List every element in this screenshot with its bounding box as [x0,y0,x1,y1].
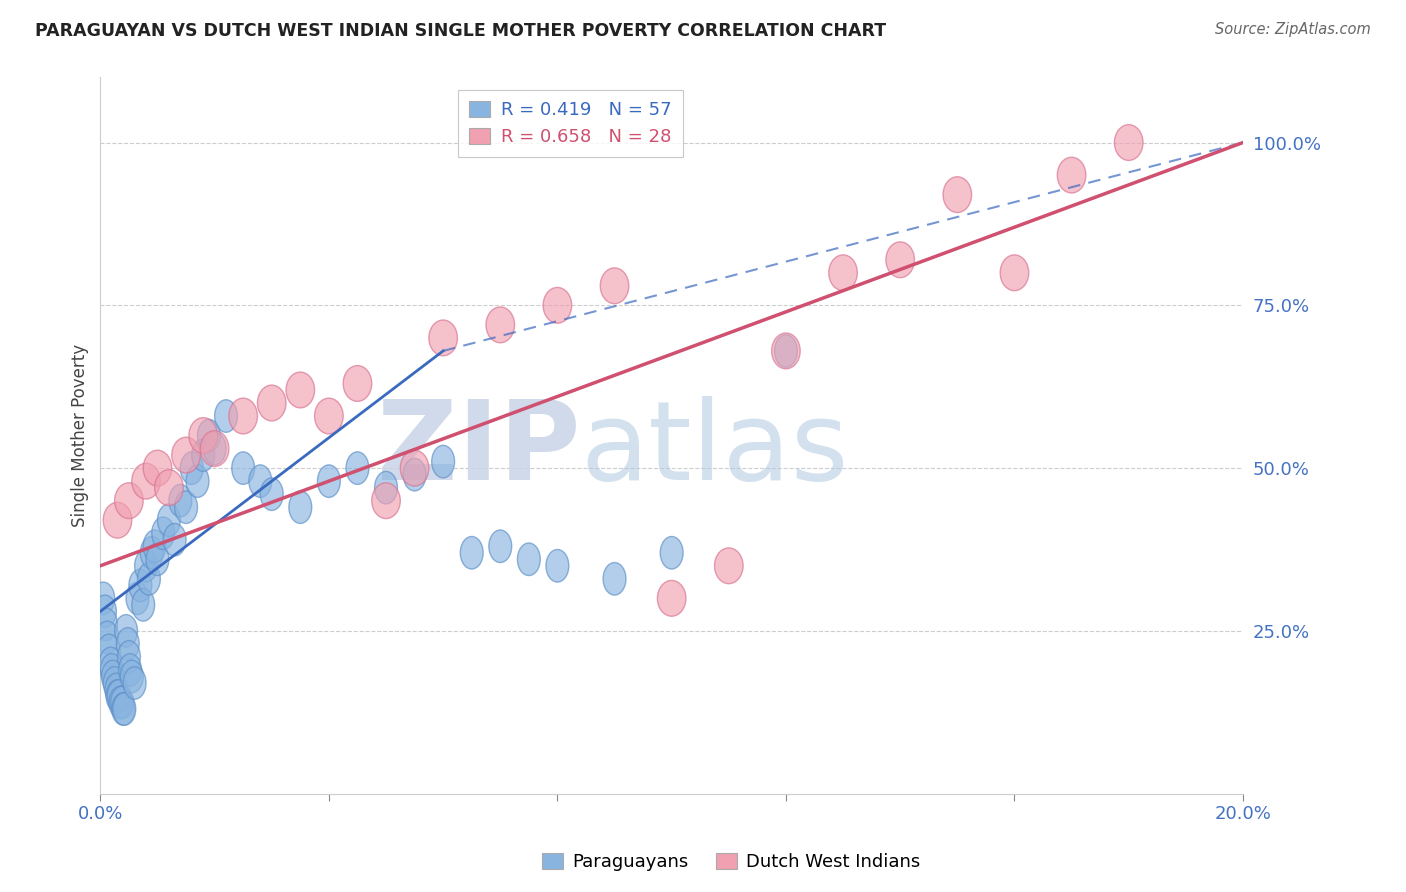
Ellipse shape [97,634,121,666]
Text: PARAGUAYAN VS DUTCH WEST INDIAN SINGLE MOTHER POVERTY CORRELATION CHART: PARAGUAYAN VS DUTCH WEST INDIAN SINGLE M… [35,22,886,40]
Ellipse shape [486,307,515,343]
Ellipse shape [172,437,200,473]
Ellipse shape [124,666,146,699]
Ellipse shape [93,595,117,628]
Ellipse shape [105,673,128,706]
Ellipse shape [204,433,226,465]
Ellipse shape [661,536,683,569]
Legend: R = 0.419   N = 57, R = 0.658   N = 28: R = 0.419 N = 57, R = 0.658 N = 28 [458,90,683,157]
Ellipse shape [249,465,271,498]
Ellipse shape [143,450,172,486]
Ellipse shape [714,548,744,583]
Ellipse shape [404,458,426,491]
Ellipse shape [169,484,191,517]
Ellipse shape [108,686,132,719]
Ellipse shape [129,569,152,601]
Ellipse shape [141,536,163,569]
Ellipse shape [103,666,127,699]
Ellipse shape [174,491,197,524]
Ellipse shape [658,581,686,616]
Ellipse shape [285,372,315,408]
Ellipse shape [146,543,169,575]
Ellipse shape [343,366,371,401]
Ellipse shape [163,524,186,556]
Ellipse shape [374,471,398,504]
Ellipse shape [191,439,215,471]
Ellipse shape [180,452,204,484]
Ellipse shape [215,400,238,433]
Text: ZIP: ZIP [377,396,581,503]
Ellipse shape [600,268,628,303]
Ellipse shape [105,680,129,713]
Y-axis label: Single Mother Poverty: Single Mother Poverty [72,344,89,527]
Ellipse shape [197,419,221,452]
Ellipse shape [111,686,134,719]
Ellipse shape [517,543,540,575]
Ellipse shape [543,287,572,323]
Ellipse shape [118,640,141,673]
Ellipse shape [886,242,914,277]
Ellipse shape [121,660,143,693]
Ellipse shape [546,549,569,582]
Ellipse shape [432,445,454,478]
Ellipse shape [117,628,139,660]
Ellipse shape [260,478,283,510]
Ellipse shape [100,648,122,680]
Ellipse shape [132,463,160,499]
Ellipse shape [828,255,858,291]
Ellipse shape [1057,157,1085,193]
Ellipse shape [429,320,457,356]
Ellipse shape [157,504,180,536]
Ellipse shape [96,621,118,654]
Ellipse shape [229,398,257,434]
Ellipse shape [943,177,972,212]
Ellipse shape [94,608,118,640]
Ellipse shape [188,417,218,453]
Ellipse shape [401,450,429,486]
Ellipse shape [346,452,368,484]
Ellipse shape [112,693,135,725]
Ellipse shape [135,549,157,582]
Ellipse shape [132,589,155,621]
Ellipse shape [155,470,183,506]
Ellipse shape [143,530,166,563]
Ellipse shape [489,530,512,563]
Ellipse shape [1115,125,1143,161]
Ellipse shape [318,465,340,498]
Ellipse shape [772,333,800,368]
Ellipse shape [257,385,285,421]
Ellipse shape [1000,255,1029,291]
Ellipse shape [288,491,312,524]
Ellipse shape [112,693,136,725]
Text: Source: ZipAtlas.com: Source: ZipAtlas.com [1215,22,1371,37]
Ellipse shape [200,431,229,467]
Ellipse shape [371,483,401,518]
Ellipse shape [232,452,254,484]
Ellipse shape [115,483,143,518]
Ellipse shape [186,465,209,498]
Ellipse shape [138,563,160,595]
Ellipse shape [118,654,142,686]
Ellipse shape [115,615,138,648]
Ellipse shape [127,582,149,615]
Ellipse shape [103,502,132,538]
Ellipse shape [91,582,115,615]
Ellipse shape [775,334,797,368]
Ellipse shape [152,517,174,549]
Ellipse shape [107,680,131,713]
Ellipse shape [315,398,343,434]
Legend: Paraguayans, Dutch West Indians: Paraguayans, Dutch West Indians [534,846,928,879]
Text: atlas: atlas [581,396,849,503]
Ellipse shape [603,563,626,595]
Ellipse shape [460,536,484,569]
Ellipse shape [100,654,124,686]
Ellipse shape [101,660,124,693]
